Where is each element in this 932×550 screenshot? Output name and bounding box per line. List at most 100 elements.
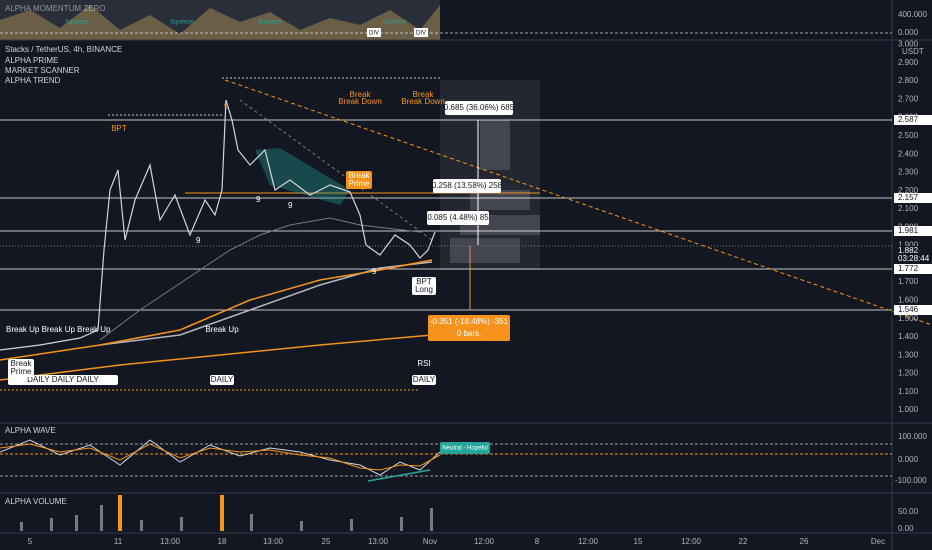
- nine: 9: [256, 195, 261, 204]
- daily-box: [8, 375, 118, 385]
- indicator: MARKET SCANNER: [5, 66, 80, 75]
- price-badge-label: 1.882: [898, 246, 919, 255]
- price-badge-label: 1.772: [898, 264, 919, 273]
- nine: 9: [288, 201, 293, 210]
- status-label: Neutral - Hopeful: [442, 446, 487, 452]
- rsi-label: RSI: [417, 359, 430, 368]
- break-prime-box: [346, 171, 372, 189]
- wave-line: [0, 443, 441, 471]
- daily-box: [210, 375, 234, 385]
- break-down-label: Break: [350, 90, 372, 99]
- price-label: 1.200: [898, 369, 919, 378]
- time-label: Nov: [423, 537, 437, 546]
- price-badge: [894, 193, 932, 203]
- price-badge: [894, 254, 932, 264]
- symbol: Stacks / TetherUS, 4h, BINANCE: [5, 45, 122, 54]
- break-prime-label: Prime: [11, 367, 32, 376]
- break-down-label: Break Down: [338, 97, 382, 106]
- measure-label: 0.085 (4.48%) 85: [427, 213, 489, 222]
- panel-title: ALPHA VOLUME: [5, 497, 67, 506]
- price-badge-label: 1.546: [898, 305, 919, 314]
- time-label: 13:00: [160, 537, 181, 546]
- axis-label: 400.000: [898, 10, 927, 19]
- div-label: DIV: [369, 31, 379, 37]
- daily-label: DAILY DAILY DAILY: [27, 375, 99, 384]
- bpt-long-label: Long: [415, 285, 433, 294]
- time-label: 13:00: [368, 537, 389, 546]
- axis-label: 100.000: [898, 432, 927, 441]
- price-label: 1.400: [898, 332, 919, 341]
- measure-box: [445, 101, 513, 115]
- time-label: 22: [739, 537, 748, 546]
- bpt-long-box: [412, 277, 436, 295]
- measure-box: [433, 179, 501, 193]
- volume-bars: [20, 495, 433, 531]
- panel-title: ALPHA MOMENTUM ZERO: [5, 4, 105, 13]
- time-label: 25: [322, 537, 331, 546]
- price-label: 1.900: [898, 241, 919, 250]
- trendline: [224, 79, 932, 326]
- div-box: [414, 28, 428, 37]
- daily-label: DAILY: [211, 375, 234, 384]
- break-prime-label: Prime: [349, 179, 370, 188]
- break-prime-label: Break: [349, 171, 371, 180]
- axis-label: -100.000: [895, 476, 927, 485]
- axis-label: 0.000: [898, 455, 919, 464]
- price-line: [0, 99, 436, 351]
- wave-line: [0, 439, 441, 476]
- break-down-label: Break Down: [401, 97, 445, 106]
- divergence: [367, 469, 431, 482]
- axis-label: 0.000: [898, 28, 919, 37]
- price-badge-label: 1.981: [898, 226, 919, 235]
- price-label: 2.400: [898, 149, 919, 158]
- axis-label: 0.00: [898, 524, 914, 533]
- axes: 3.0002.9002.8002.7002.6002.5002.4002.300…: [28, 40, 932, 546]
- price-badge: [894, 226, 932, 236]
- cloud: [255, 148, 350, 205]
- panel-title: ALPHA WAVE: [5, 426, 56, 435]
- volume-profile: [440, 80, 540, 270]
- time-label: 18: [218, 537, 227, 546]
- time-label: Dec: [871, 537, 885, 546]
- measure-box: [428, 315, 510, 341]
- price-label: 2.200: [898, 186, 919, 195]
- alpha-trend-2: [0, 334, 433, 381]
- axis-label: 50.00: [898, 507, 919, 516]
- trendline-grey: [239, 99, 433, 241]
- break-up-label: Break Up: [205, 325, 239, 334]
- time-label: 12:00: [474, 537, 495, 546]
- price-label: 2.100: [898, 204, 919, 213]
- price-label: 1.000: [898, 405, 919, 414]
- div-label: DIV: [416, 31, 426, 37]
- time-label: 12:00: [681, 537, 702, 546]
- price-badge: [894, 115, 932, 125]
- price-label: 2.800: [898, 76, 919, 85]
- alpha-trend: [0, 259, 433, 361]
- price-label: 2.900: [898, 58, 919, 67]
- momentum-area: [0, 5, 440, 40]
- price-label: 2.300: [898, 168, 919, 177]
- time-label: 15: [634, 537, 643, 546]
- unit-label: USDT: [902, 47, 924, 56]
- nine: 9: [224, 102, 229, 111]
- indicator: ALPHA TREND: [5, 76, 61, 85]
- squeeze-tag: Squeeze: [65, 20, 89, 26]
- div-box: [367, 28, 381, 37]
- daily-label: DAILY: [413, 375, 436, 384]
- squeeze-tag: Squeeze: [383, 20, 407, 26]
- nine: 9: [372, 267, 377, 276]
- price-badge-label: 03:28:44: [898, 254, 930, 263]
- measure-label: 0.258 (13.58%) 258: [432, 181, 503, 190]
- bpt-label: BPT: [111, 124, 127, 133]
- measure-label: -0.351 (-18.48%) -351: [430, 317, 509, 326]
- nine: 9: [196, 236, 201, 245]
- price-label: 1.300: [898, 350, 919, 359]
- indicator: ALPHA PRIME: [5, 56, 58, 65]
- bpt-long-label: BPT: [416, 277, 432, 286]
- price-badge: [894, 305, 932, 315]
- ma-line-2: [99, 217, 421, 341]
- time-label: 8: [535, 537, 540, 546]
- status-box: [440, 442, 490, 454]
- time-label: 12:00: [578, 537, 599, 546]
- levels: [0, 77, 892, 311]
